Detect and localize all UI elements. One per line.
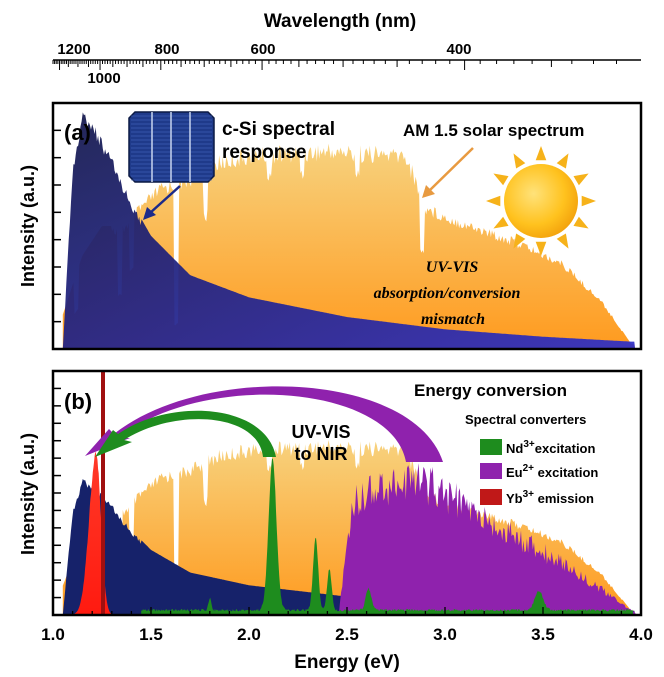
legend-item-eu: Eu2+ excitation [480, 463, 598, 480]
top-tick-400: 400 [446, 41, 471, 58]
legend-nd-suffix: excitation [535, 441, 596, 456]
bottom-axis-ticks [52, 607, 642, 615]
legend-swatch-nd [480, 439, 502, 455]
am15-arrow [422, 147, 474, 198]
eu-to-yb-arrow [85, 386, 443, 462]
svg-text:Yb3+ emission: Yb3+ emission [506, 489, 594, 506]
bottom-tick-2-0: 2.0 [237, 625, 261, 644]
conversion-line1: UV-VIS [291, 422, 350, 442]
svg-text:Eu2+ excitation: Eu2+ excitation [506, 463, 598, 480]
panel-b: (b) Energy conversion UV-VIS to NIR Spec… [18, 369, 643, 617]
panel-b-title: Energy conversion [414, 381, 567, 400]
legend-nd-charge: 3+ [523, 439, 535, 450]
legend-title: Spectral converters [465, 412, 586, 427]
bottom-tick-2-5: 2.5 [335, 625, 359, 644]
panel-b-yticks [53, 387, 61, 599]
csi-label-line1: c-Si spectral [222, 119, 335, 140]
legend-eu-suffix: excitation [534, 465, 598, 480]
bottom-axis-title: Energy (eV) [294, 652, 400, 673]
top-tick-800: 800 [154, 41, 179, 58]
bottom-tick-1-5: 1.5 [139, 625, 163, 644]
legend-swatch-yb [480, 489, 502, 505]
mismatch-line1: UV-VIS [426, 259, 479, 276]
panel-a-label: (a) [64, 120, 91, 145]
legend-eu-charge: 2+ [523, 463, 535, 474]
eu-excitation-area [335, 463, 638, 615]
top-tick-600: 600 [250, 41, 275, 58]
legend-yb-suffix: emission [534, 491, 594, 506]
panel-a: (a) c-Si spectral response AM 1.5 solar … [18, 101, 643, 351]
bottom-tick-1-0: 1.0 [41, 625, 65, 644]
yb-emission-line [101, 371, 105, 615]
top-tick-1000: 1000 [87, 70, 120, 87]
legend-item-yb: Yb3+ emission [480, 489, 594, 506]
legend-yb-charge: 3+ [523, 489, 535, 500]
panel-a-ylabel: Intensity (a.u.) [18, 165, 38, 287]
legend-eu-ion: Eu [506, 465, 523, 480]
mismatch-line2: absorption/conversion [374, 285, 521, 302]
solar-cell-icon [128, 111, 215, 183]
csi-response-area-a [62, 112, 636, 349]
csi-response-area-b [62, 478, 636, 615]
top-axis-title: Wavelength (nm) [264, 11, 416, 32]
panel-a-frame [51, 101, 643, 351]
legend-item-nd: Nd3+excitation [480, 439, 595, 456]
am15-label: AM 1.5 solar spectrum [403, 121, 584, 140]
svg-text:Nd3+excitation: Nd3+excitation [506, 439, 595, 456]
top-axis-ticks [52, 60, 617, 70]
panel-b-label: (b) [64, 389, 92, 414]
yb-emission-area [56, 451, 132, 615]
legend-swatch-eu [480, 463, 502, 479]
sun-icon [486, 146, 596, 256]
bottom-tick-4-0: 4.0 [629, 625, 653, 644]
panel-a-yticks [53, 129, 61, 323]
nd-to-yb-arrow [95, 410, 276, 457]
mismatch-line3: mismatch [421, 311, 485, 328]
panel-b-ylabel: Intensity (a.u.) [18, 433, 38, 555]
bottom-tick-3-0: 3.0 [433, 625, 457, 644]
csi-label-line2: response [222, 142, 306, 163]
top-tick-1200: 1200 [57, 41, 90, 58]
conversion-line2: to NIR [295, 444, 348, 464]
bottom-tick-3-5: 3.5 [531, 625, 555, 644]
legend-nd-ion: Nd [506, 441, 523, 456]
legend-yb-ion: Yb [506, 491, 523, 506]
csi-arrow [143, 185, 181, 220]
